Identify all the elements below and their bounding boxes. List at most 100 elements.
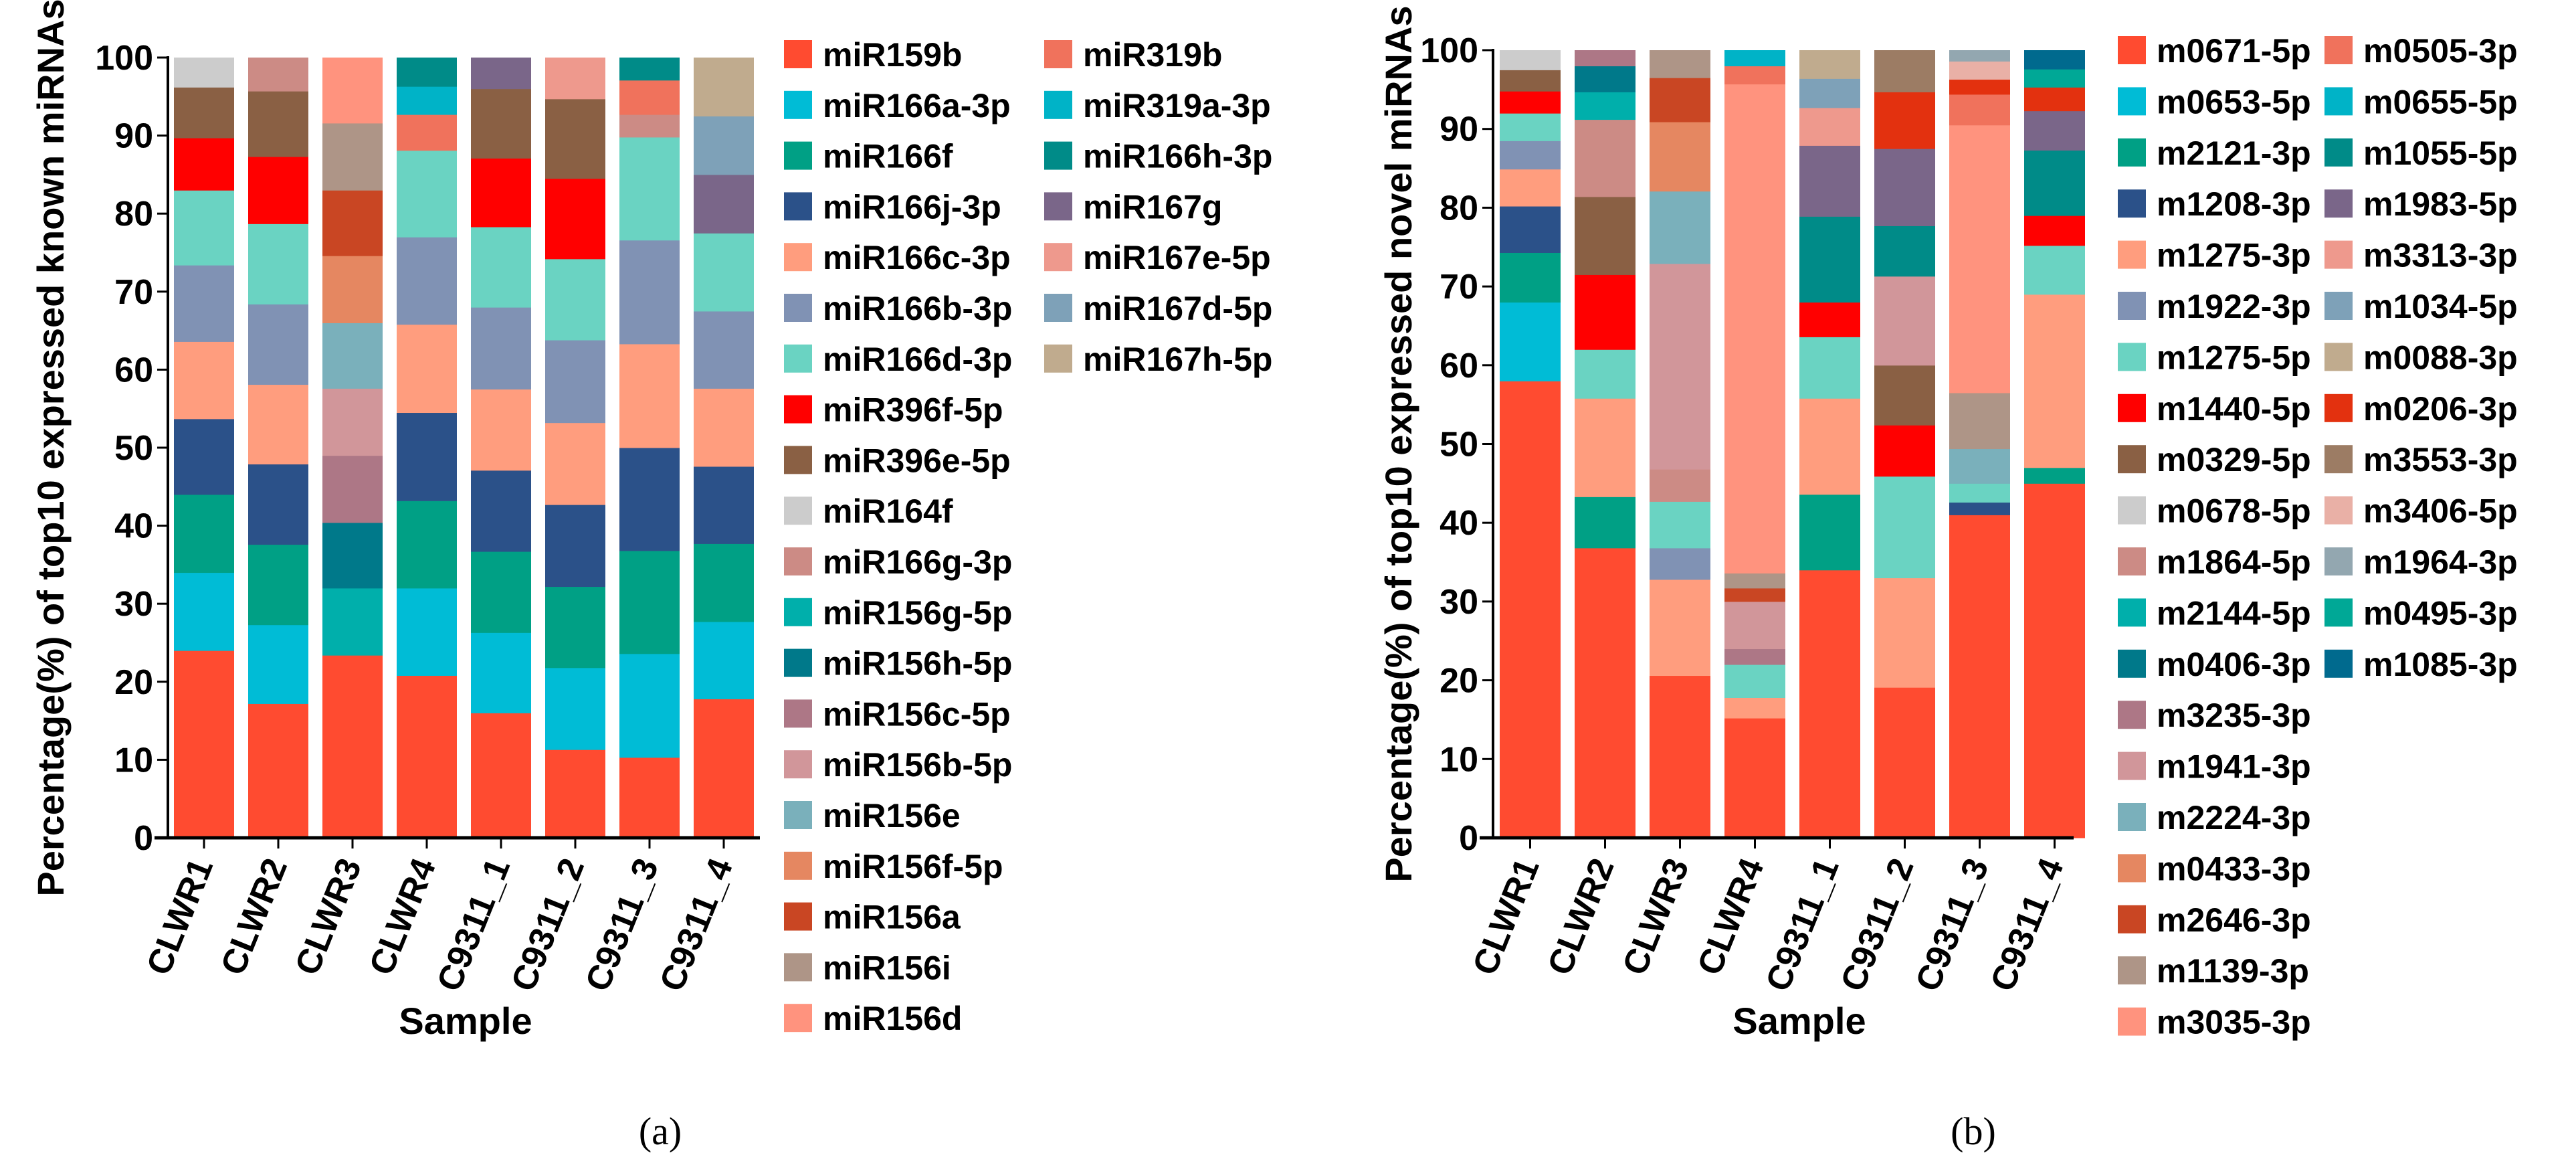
legend-swatch xyxy=(2118,649,2146,678)
legend-item-m2646-3p: m2646-3p xyxy=(2118,901,2311,939)
bar-segment-C9311_3-miR166j-3p xyxy=(619,448,680,551)
x-tick-label: C9311_3 xyxy=(578,853,666,997)
bar-segment-CLWR4-miR166j-3p xyxy=(397,412,457,501)
bar-segment-C9311_2-miR166c-3p xyxy=(545,422,605,505)
bar-segment-C9311_4-m0495-3p xyxy=(2024,69,2085,88)
y-tick-label: 40 xyxy=(1440,504,1478,543)
legend-item-miR156a: miR156a xyxy=(784,899,961,936)
bar-segment-CLWR1-miR166b-3p xyxy=(174,265,234,342)
panel-caption: (a) xyxy=(639,1109,682,1153)
y-tick-label: 70 xyxy=(1440,268,1478,306)
legend-item-miR396e-5p: miR396e-5p xyxy=(784,442,1011,479)
legend-swatch xyxy=(784,750,812,779)
bar-segment-C9311_2-m0329-5p xyxy=(1874,365,1935,426)
legend-swatch xyxy=(1044,141,1072,170)
bar-segment-C9311_1-miR166j-3p xyxy=(471,470,531,552)
legend-label: m1964-3p xyxy=(2363,543,2518,581)
legend-swatch xyxy=(784,497,812,525)
legend-label: miR156h-5p xyxy=(823,645,1012,683)
legend-label: miR166c-3p xyxy=(823,239,1011,276)
legend-swatch xyxy=(2324,87,2353,116)
bar-segment-CLWR1-miR166d-3p xyxy=(174,190,234,266)
bar-segment-C9311_3-miR166b-3p xyxy=(619,240,680,345)
legend-swatch xyxy=(1044,90,1072,119)
x-tick-label: CLWR1 xyxy=(1466,853,1547,980)
legend-swatch xyxy=(2118,393,2146,422)
bar-segment-CLWR3-m1864-5p xyxy=(1650,469,1710,502)
bar-segment-CLWR3-miR156i xyxy=(322,122,383,191)
bar-segment-C9311_1-miR396f-5p xyxy=(471,158,531,228)
legend-swatch xyxy=(784,90,812,119)
bar-segment-CLWR4-miR319a-3p xyxy=(397,86,457,115)
bar-segment-C9311_2-miR166a-3p xyxy=(545,667,605,750)
legend-swatch xyxy=(2324,36,2353,64)
legend-label: m2144-5p xyxy=(2157,594,2311,632)
legend-swatch xyxy=(784,902,812,931)
bar-segment-C9311_3-m1275-5p xyxy=(1949,483,2010,503)
bar-segment-CLWR1-miR159b xyxy=(174,650,234,838)
y-tick-label: 80 xyxy=(1440,189,1478,228)
bar-segment-CLWR2-miR396f-5p xyxy=(248,157,308,224)
bar-segment-CLWR2-m2121-3p xyxy=(1575,497,1636,549)
legend-label: m1034-5p xyxy=(2363,288,2518,325)
legend-label: miR156c-5p xyxy=(823,695,1011,733)
y-tick-label: 50 xyxy=(1440,426,1478,464)
legend-label: m0655-5p xyxy=(2363,83,2518,120)
legend-label: miR166b-3p xyxy=(823,290,1012,327)
legend-item-miR396f-5p: miR396f-5p xyxy=(784,391,1003,429)
bar-segment-C9311_3-miR319b xyxy=(619,80,680,115)
legend-swatch xyxy=(2118,445,2146,474)
bar-segment-C9311_4-miR167g xyxy=(694,174,754,234)
legend-label: m0505-3p xyxy=(2363,32,2518,70)
legend-swatch xyxy=(2118,343,2146,371)
bar-segment-C9311_1-m0088-3p xyxy=(1799,50,1860,79)
bar-segment-C9311_4-m1085-3p xyxy=(2024,50,2085,70)
legend-item-m0505-3p: m0505-3p xyxy=(2324,32,2518,70)
legend-item-miR319a-3p: miR319a-3p xyxy=(1044,87,1271,124)
bar-segment-C9311_3-m3035-3p xyxy=(1949,124,2010,393)
legend-swatch xyxy=(784,243,812,272)
legend-item-m1034-5p: m1034-5p xyxy=(2324,288,2518,325)
bar-segment-C9311_4-miR159b xyxy=(694,699,754,838)
bar-segment-CLWR4-miR319b xyxy=(397,114,457,151)
bar-segment-CLWR4-m2646-3p xyxy=(1724,588,1785,602)
legend-label: m0329-5p xyxy=(2157,441,2311,478)
legend-swatch xyxy=(2324,292,2353,320)
bar-segment-CLWR4-m1275-3p xyxy=(1724,697,1785,719)
legend-label: miR164f xyxy=(823,493,953,530)
bar-segment-CLWR1-m1208-3p xyxy=(1500,206,1561,253)
legend-label: miR319a-3p xyxy=(1083,87,1271,124)
legend-item-miR156h-5p: miR156h-5p xyxy=(784,645,1012,683)
legend-swatch xyxy=(2118,598,2146,627)
bar-segment-C9311_2-m1275-3p xyxy=(1874,577,1935,688)
y-tick-label: 90 xyxy=(1440,110,1478,149)
bar-segment-C9311_1-miR166c-3p xyxy=(471,389,531,471)
bar-segment-C9311_4-miR167h-5p xyxy=(694,58,754,116)
legend-swatch xyxy=(1044,192,1072,221)
legend-label: m1440-5p xyxy=(2157,390,2311,428)
bar-segment-C9311_3-miR166h-3p xyxy=(619,58,680,81)
bar-segment-CLWR3-m0671-5p xyxy=(1650,675,1710,838)
bar-segment-C9311_2-miR396f-5p xyxy=(545,178,605,260)
legend-label: miR156i xyxy=(823,949,951,986)
legend-swatch xyxy=(2324,598,2353,627)
legend-item-miR156c-5p: miR156c-5p xyxy=(784,695,1011,733)
legend-item-m3553-3p: m3553-3p xyxy=(2324,441,2518,478)
bar-segment-CLWR1-m0329-5p xyxy=(1500,70,1561,92)
legend-label: miR156d xyxy=(823,1000,962,1037)
bar-segment-CLWR1-m0653-5p xyxy=(1500,302,1561,381)
legend-swatch xyxy=(784,1004,812,1033)
bar-segment-CLWR2-m1440-5p xyxy=(1575,274,1636,350)
x-tick-label: CLWR3 xyxy=(1615,853,1697,980)
y-tick-label: 0 xyxy=(134,819,153,858)
legend-label: m0671-5p xyxy=(2157,32,2311,70)
bar-segment-C9311_4-m0206-3p xyxy=(2024,87,2085,112)
legend-label: miR166j-3p xyxy=(823,188,1001,226)
legend-item-m1085-3p: m1085-3p xyxy=(2324,646,2518,683)
legend-label: m3406-5p xyxy=(2363,493,2518,530)
legend-item-m0406-3p: m0406-3p xyxy=(2118,646,2311,683)
legend-swatch xyxy=(2118,547,2146,575)
legend-item-m0329-5p: m0329-5p xyxy=(2118,441,2311,478)
legend-item-m1275-5p: m1275-5p xyxy=(2118,339,2311,376)
legend-swatch xyxy=(2118,854,2146,883)
